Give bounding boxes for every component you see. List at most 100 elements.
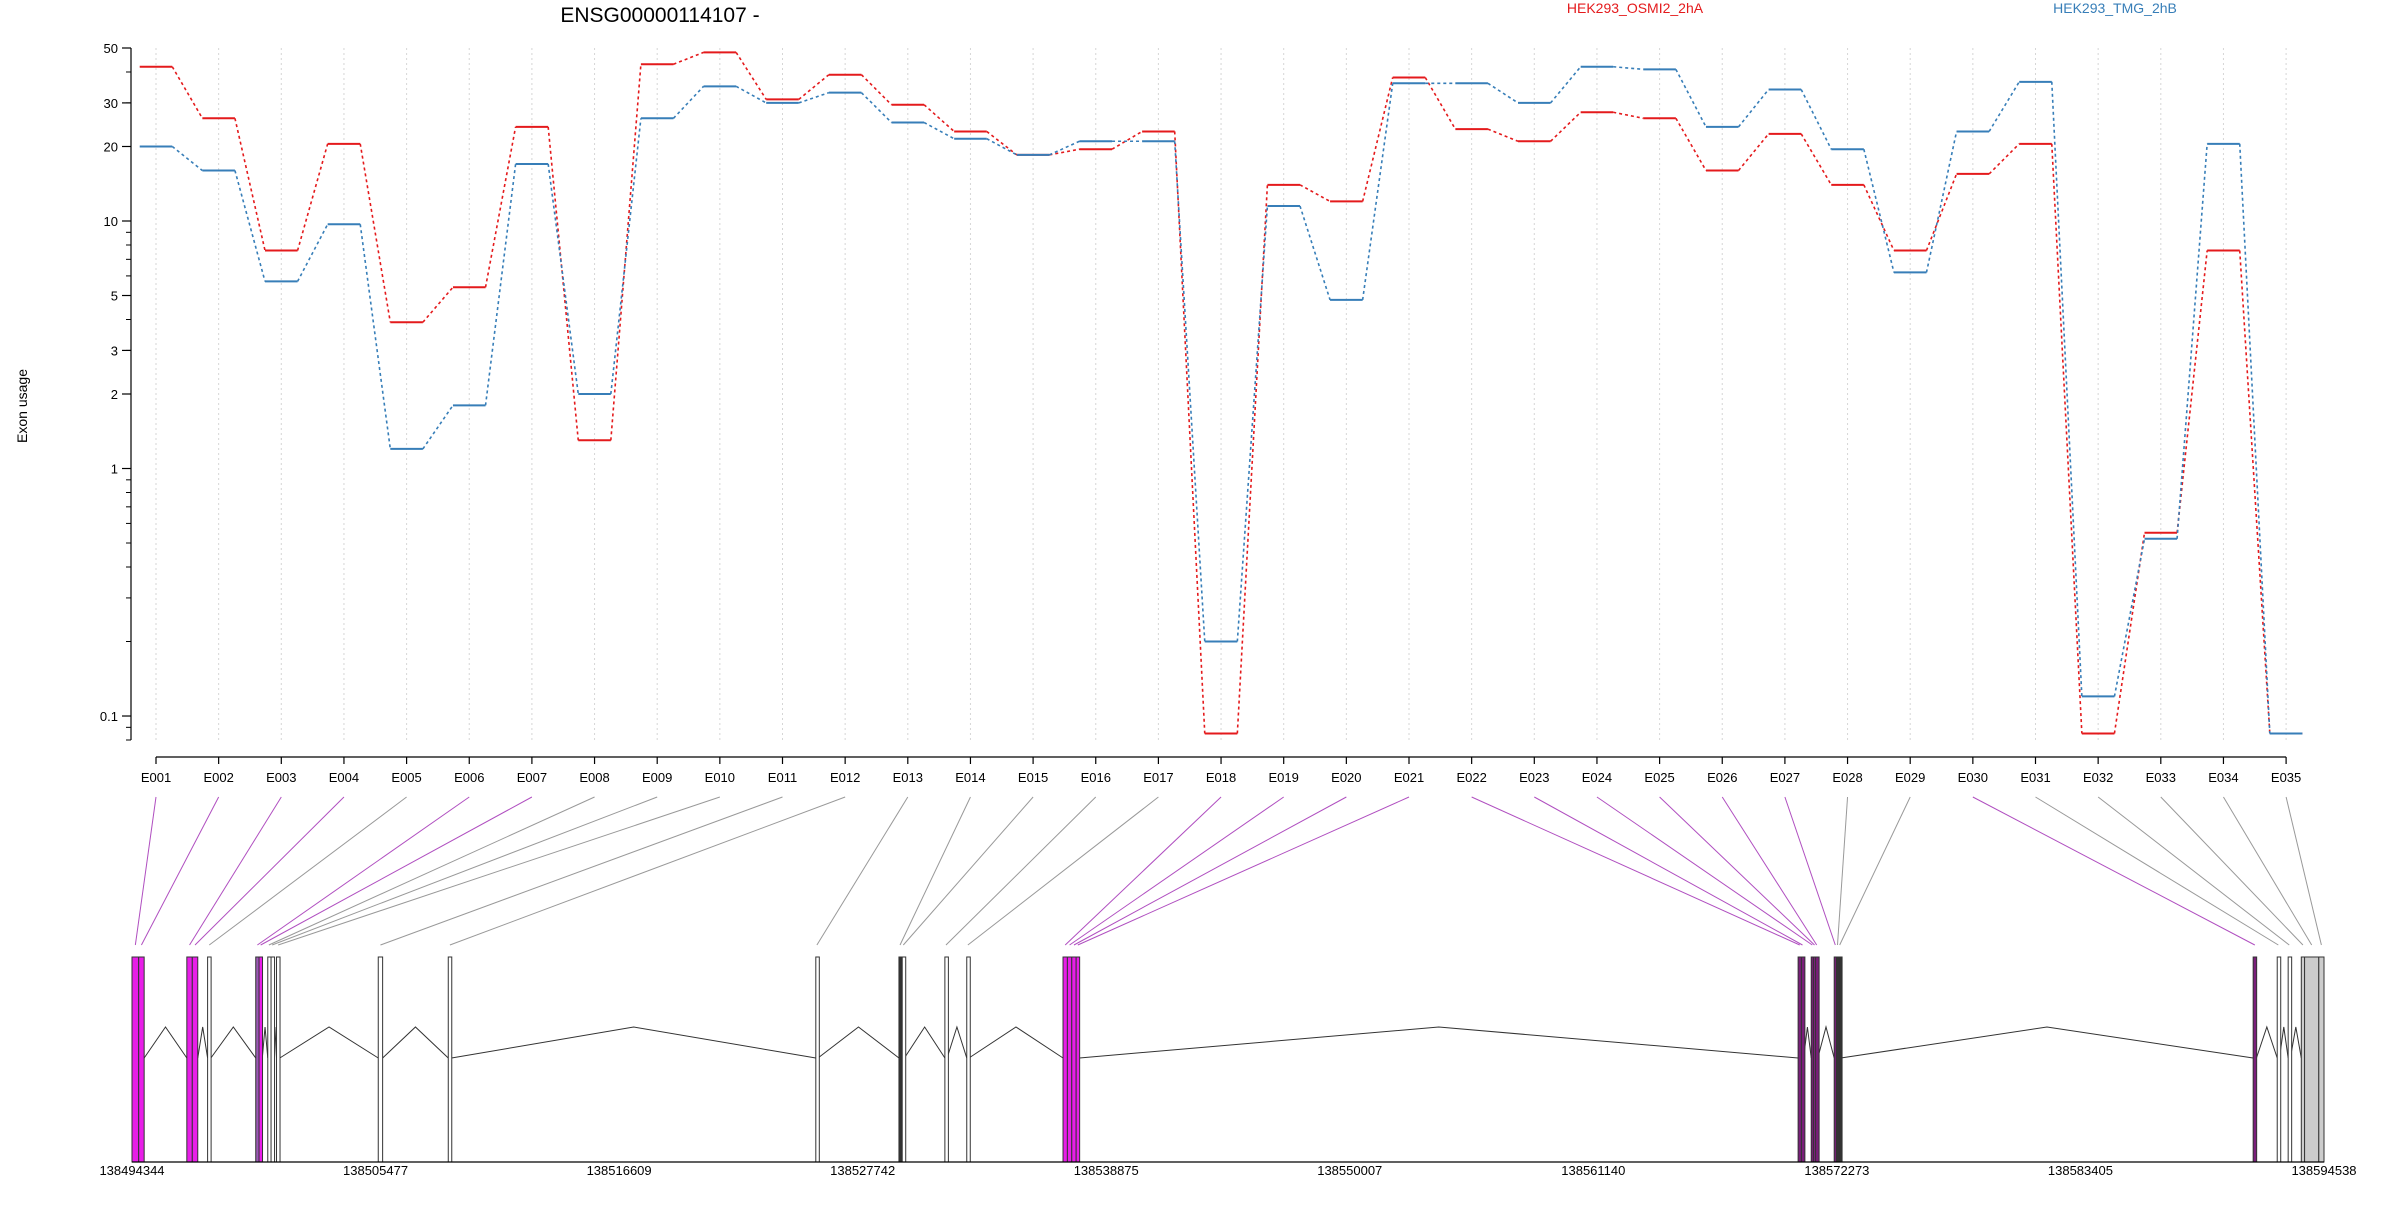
genomic-tick-label-138583405: 138583405 [2048,1163,2113,1178]
x-tick-label-E033: E033 [2146,770,2176,785]
series-1-link [1737,133,1770,171]
y-tick-label-2: 2 [111,387,118,402]
genomic-tick-label-138561140: 138561140 [1561,1163,1625,1178]
connector-E003 [189,796,282,946]
series-1-link [2050,143,2083,734]
gene-model: 138494344 138505477 138516609 138527742 1385… [99,956,2357,1178]
x-tick-label-E035: E035 [2271,770,2301,785]
x-tick-label-E034: E034 [2208,770,2238,785]
series-2-link [923,121,955,140]
x-tick-label-E014: E014 [955,770,985,785]
y-tick-label-3: 3 [111,343,118,358]
series-2-link [171,145,203,172]
exon-box-E026 [1815,956,1820,1163]
genomic-tick-label-138505477: 138505477 [343,1163,408,1178]
x-tick-label-E021: E021 [1394,770,1424,785]
connector-E006 [257,796,470,946]
genomic-tick-label-138494344: 138494344 [99,1163,164,1178]
connector-E012 [449,796,846,946]
series-1-link [1049,148,1080,156]
series-1-link [1236,184,1269,734]
x-tick-label-E001: E001 [141,770,171,785]
series-1-link [359,143,392,323]
exon-box-E031 [2276,956,2282,1163]
connector-E016 [945,796,1097,946]
series-1-link [1424,77,1457,130]
y-axis-label: Exon usage [14,369,30,443]
connector-E023 [1534,796,1803,946]
series-2-link [735,85,767,104]
x-tick-label-E020: E020 [1331,770,1361,785]
axes: 0.1 1 2 3 5 10 20 30 50 E001 E002 E003 E004 E005 E006 E… [100,41,2301,785]
connector-E024 [1596,796,1813,946]
connector-E011 [380,796,783,946]
intron-line [261,1026,269,1059]
x-tick-label-E008: E008 [579,770,609,785]
exon-box-E010 [276,956,281,1163]
legend-entry-series-1: HEK293_OSMI2_2hA [1567,0,1704,16]
series-2-link [2238,143,2271,734]
exon-box-E015 [901,956,907,1163]
x-tick-label-E003: E003 [266,770,296,785]
series-2-link [234,170,266,282]
series-2-link [798,91,830,104]
x-tick-label-E029: E029 [1895,770,1925,785]
connector-E020 [1073,796,1347,946]
exon-box-E034 [2304,956,2320,1163]
connector-E001 [134,796,157,946]
x-tick-label-E022: E022 [1456,770,1486,785]
series-1-link [735,51,767,100]
connector-E005 [208,796,407,946]
connector-E021 [1077,796,1410,946]
intron-line [279,1026,379,1059]
series-1-link [1925,173,1958,251]
series-1-link [171,66,204,119]
intron-line [1817,1025,1835,1059]
exon-box-E007 [258,956,264,1163]
intron-line [1840,1026,2254,1059]
intron-line [197,1026,209,1059]
y-tick-label-20: 20 [104,139,118,154]
x-tick-label-E026: E026 [1707,770,1737,785]
connector-E004 [194,796,345,946]
connector-E034 [2223,796,2313,946]
exon-box-E017 [966,956,971,1163]
x-tick-label-E032: E032 [2083,770,2113,785]
series-2-link [1487,82,1519,104]
exon-box-E004 [191,956,199,1163]
series-2-link [1361,83,1394,301]
series-1-link [1613,111,1644,120]
series-2-link [672,85,705,119]
series-2-link [1299,205,1331,301]
series-1-link [610,64,642,441]
series-1-link [296,143,329,251]
x-tick-label-E007: E007 [517,770,547,785]
x-tick-label-E027: E027 [1770,770,1800,785]
exon-connector-lines [134,796,2322,946]
exon-box-E001 [131,956,140,1163]
x-tick-label-E009: E009 [642,770,672,785]
intron-line [903,1026,946,1059]
y-tick-label-5: 5 [111,289,118,304]
series-2 [139,65,2303,735]
series-1-link [2238,250,2271,734]
series-2-link [422,404,454,450]
connector-E033 [2160,796,2304,946]
exon-box-E005 [207,956,212,1163]
connector-E013 [816,796,909,946]
series-1-link [673,51,704,65]
x-tick-label-E024: E024 [1582,770,1612,785]
connector-E010 [278,796,721,946]
connector-E015 [902,796,1034,946]
series-2-link [2113,538,2146,697]
x-tick-label-E013: E013 [893,770,923,785]
connector-E022 [1471,796,1800,946]
connector-E030 [1972,796,2256,946]
intron-line [210,1026,257,1059]
series-1-link [1863,184,1895,251]
x-tick-label-E018: E018 [1206,770,1236,785]
connector-E026 [1721,796,1818,946]
intron-line [1079,1026,1799,1059]
series-2-link [986,138,1018,156]
series-2-link [1863,149,1895,273]
